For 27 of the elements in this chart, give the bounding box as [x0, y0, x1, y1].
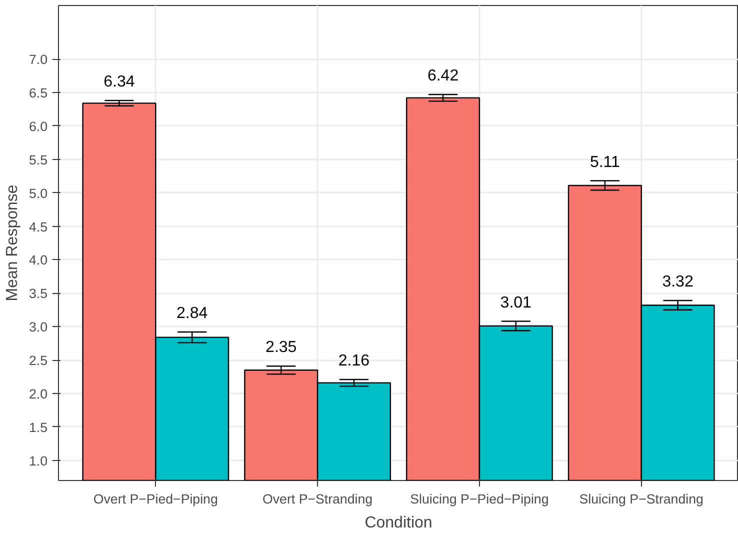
x-axis-title: Condition	[364, 514, 432, 532]
y-tick-label: 6.5	[28, 85, 48, 100]
data-label: 3.32	[662, 274, 694, 291]
x-tick-label: Overt P−Stranding	[262, 492, 373, 506]
y-tick-label: 3.0	[28, 320, 48, 335]
data-label: 2.35	[266, 339, 297, 356]
y-tick-label: 4.5	[28, 219, 48, 234]
y-tick-label: 3.5	[28, 286, 48, 302]
data-label: 6.42	[427, 67, 459, 84]
y-tick-label: 2.0	[28, 386, 48, 402]
y-tick-label: 5.0	[28, 186, 48, 201]
y-tick-label: 6.0	[28, 118, 48, 134]
x-tick-label: Sluicing P−Stranding	[579, 492, 704, 506]
data-label: 5.11	[590, 154, 620, 171]
y-tick-label: 5.5	[28, 152, 48, 168]
y-tick-label: 2.5	[28, 353, 48, 368]
y-axis-title: Mean Response	[4, 184, 21, 302]
data-label: 6.34	[104, 74, 135, 90]
data-label: 2.84	[176, 304, 208, 322]
y-tick-label: 1.0	[28, 453, 48, 468]
y-tick-label: 1.5	[28, 420, 48, 435]
data-label: 2.16	[338, 352, 370, 370]
y-tick-label: 7.0	[28, 52, 48, 68]
x-tick-label: Sluicing P−Pied−Piping	[410, 492, 549, 506]
y-tick-label: 4.0	[28, 252, 48, 268]
x-tick-label: Overt P−Pied−Piping	[93, 492, 218, 506]
data-label: 3.01	[500, 294, 532, 312]
